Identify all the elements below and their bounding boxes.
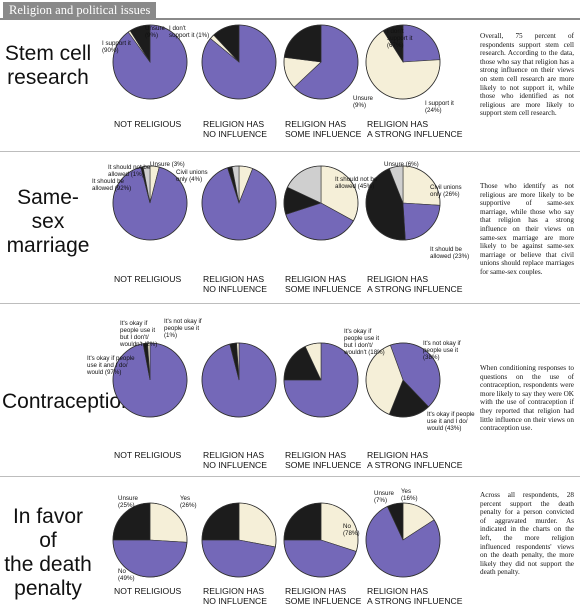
section-description: Overall, 75 percent of respondents suppo… bbox=[480, 32, 574, 118]
section-title-line: marriage bbox=[6, 234, 90, 257]
pie-outline bbox=[201, 502, 277, 578]
pie-slice-label: It's not okay if people use it (38%) bbox=[423, 340, 461, 361]
pie-slice-label: I support it (24%) bbox=[425, 100, 454, 114]
pie-category-label: RELIGION HAS A STRONG INFLUENCE bbox=[367, 274, 463, 294]
pie-slice-label: No (49%) bbox=[118, 568, 135, 582]
section-same-sex-marriage: Same-sex marriage Those who identify as … bbox=[0, 152, 580, 302]
pie-outline bbox=[112, 165, 188, 241]
pie-slice-label: It should be allowed (92%) bbox=[92, 178, 131, 192]
section-divider bbox=[0, 303, 580, 304]
pie-slice bbox=[201, 539, 276, 578]
section-divider bbox=[0, 151, 580, 152]
pie-slice-label: It's okay if people use it and I do/would… bbox=[426, 411, 475, 432]
section-divider bbox=[0, 476, 580, 477]
pie-slice-label: No (78%) bbox=[343, 523, 360, 537]
pie-category-label: NOT RELIGIOUS bbox=[114, 274, 181, 284]
pie-category-label: NOT RELIGIOUS bbox=[114, 450, 181, 460]
pie-outline bbox=[283, 342, 359, 418]
pie-outline bbox=[365, 165, 441, 241]
pie-category-label: NOT RELIGIOUS bbox=[114, 586, 181, 596]
pie-outline bbox=[201, 165, 277, 241]
pie-category-label: RELIGION HAS A STRONG INFLUENCE bbox=[367, 119, 463, 139]
pie-outline bbox=[365, 24, 441, 100]
section-description: Across all respondents, 28 percent suppo… bbox=[480, 491, 574, 577]
pie-slice-label: It should be allowed (23%) bbox=[430, 246, 469, 260]
pie-slice-label: It should not be allowed (1%) bbox=[108, 164, 151, 178]
pie-slice-label: Yes (16%) bbox=[401, 488, 418, 502]
pie-slice-label: It should not be allowed (45%) bbox=[335, 176, 378, 190]
pie-category-label: RELIGION HAS SOME INFLUENCE bbox=[285, 450, 362, 470]
section-title-line: Contraception bbox=[2, 390, 133, 413]
pie-slice-label: Unsure (7%) bbox=[374, 490, 395, 504]
pie-slice-label: It's okay if people use it and I do/would… bbox=[86, 355, 135, 376]
pie-outline bbox=[112, 342, 188, 418]
pie-slice-label: It's okay if people use it but I don't/wou… bbox=[119, 320, 157, 348]
pie-outline bbox=[201, 342, 277, 418]
pie-slice-label: I support it (90%) bbox=[102, 40, 131, 54]
header-title: Religion and political issues bbox=[3, 2, 157, 18]
pie-slice-label: It's okay if people use it but I don't/wou… bbox=[343, 328, 385, 356]
pie-outline bbox=[283, 24, 359, 100]
section-stem-cell: Stem cell research Overall, 75 percent o… bbox=[0, 20, 580, 150]
pie-category-label: NOT RELIGIOUS bbox=[114, 119, 181, 129]
pie-category-label: RELIGION HAS A STRONG INFLUENCE bbox=[367, 450, 463, 470]
pie-slice-label: Yes (26%) bbox=[180, 495, 197, 509]
section-title-line: In favor of bbox=[12, 505, 84, 552]
section-title: Same-sex marriage bbox=[2, 186, 94, 258]
pie-category-label: RELIGION HAS NO INFLUENCE bbox=[203, 586, 267, 606]
pie-slice-label: I don't support it (1%) bbox=[169, 25, 209, 39]
pie-outline bbox=[112, 502, 188, 578]
section-title: In favor of the death penalty bbox=[2, 505, 94, 601]
pie-category-label: RELIGION HAS NO INFLUENCE bbox=[203, 119, 267, 139]
pie-category-label: RELIGION HAS NO INFLUENCE bbox=[203, 274, 267, 294]
pie-category-label: RELIGION HAS SOME INFLUENCE bbox=[285, 274, 362, 294]
pie-outline bbox=[365, 342, 441, 418]
pie-slice-label: Unsure (6%) bbox=[384, 161, 419, 168]
pie-slice bbox=[201, 502, 240, 541]
header: Religion and political issues bbox=[0, 0, 580, 20]
pie-slice-label: Unsure (3%) bbox=[150, 161, 185, 168]
pie-category-label: RELIGION HAS A STRONG INFLUENCE bbox=[367, 586, 463, 606]
pie-outline bbox=[365, 502, 441, 578]
pie-slice-label: I don't support it (67%) bbox=[387, 28, 413, 49]
header-rule bbox=[0, 18, 580, 20]
pie-slice-label: Civil unions only (26%) bbox=[430, 184, 462, 198]
pie-slice-label: It's not okay if people use it (1%) bbox=[164, 318, 202, 339]
section-contraception: Contraception When conditioning response… bbox=[0, 304, 580, 474]
section-description: Those who identify as not religious are … bbox=[480, 182, 574, 276]
pie-outline bbox=[112, 24, 188, 100]
section-title: Contraception bbox=[2, 390, 133, 414]
pie-slice bbox=[402, 24, 441, 63]
section-title-line: Same-sex bbox=[17, 186, 79, 233]
pie-slice-label: Civil unions only (4%) bbox=[176, 169, 208, 183]
pie-slice-label: Unsure (25%) bbox=[118, 495, 139, 509]
pie-category-label: RELIGION HAS SOME INFLUENCE bbox=[285, 586, 362, 606]
pie-slice bbox=[402, 202, 441, 241]
section-death-penalty: In favor of the death penalty Across all… bbox=[0, 477, 580, 611]
pie-slice bbox=[283, 502, 322, 541]
section-title-line: penalty bbox=[14, 577, 82, 600]
section-title: Stem cell research bbox=[2, 42, 94, 90]
pie-slice-label: Unsure (9%) bbox=[353, 95, 374, 109]
pie-category-label: RELIGION HAS SOME INFLUENCE bbox=[285, 119, 362, 139]
pie-slice bbox=[283, 24, 322, 63]
pie-slice-label: Unsure (9%) bbox=[145, 25, 166, 39]
section-title-line: Stem cell bbox=[4, 42, 92, 65]
section-title-line: research bbox=[7, 66, 89, 89]
pie-slice bbox=[238, 502, 277, 548]
section-title-line: the death bbox=[4, 553, 92, 576]
pie-outline bbox=[283, 165, 359, 241]
pie-outline bbox=[201, 24, 277, 100]
section-description: When conditioning responses to questions… bbox=[480, 364, 574, 433]
pie-category-label: RELIGION HAS NO INFLUENCE bbox=[203, 450, 267, 470]
pie-outline bbox=[283, 502, 359, 578]
